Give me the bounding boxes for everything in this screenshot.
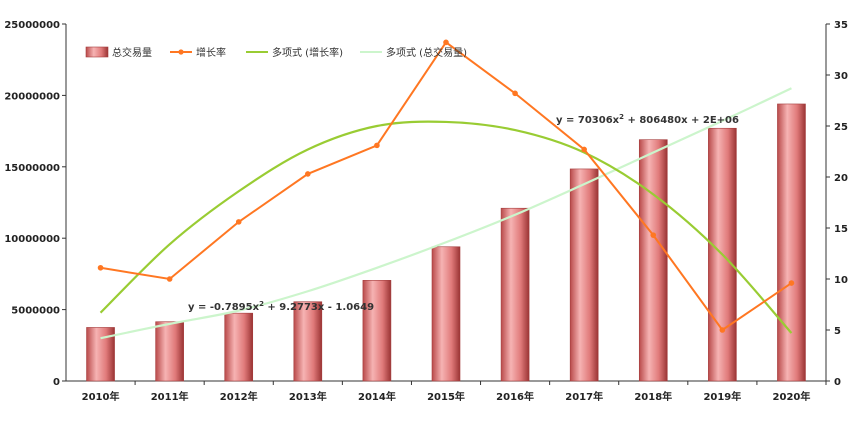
trendline-rate [99,120,793,334]
tick-labels: 0 5000000 10000000 15000000 20000000 25000000… [4,20,848,403]
growth-rate-point [374,142,380,149]
growth-rate-point [788,280,795,286]
x-tick-label: 2015年 [427,390,465,403]
bar [569,168,599,382]
legend-label: 多项式 (增长率) [272,46,343,59]
legend-label: 多项式 (总交易量) [386,46,467,59]
x-tick-label: 2017年 [565,390,603,403]
legend: 总交易量 增长率 多项式 (增长率) 多项式 (总交易量) [85,46,467,59]
bar [293,301,323,382]
left-tick-label: 10000000 [4,234,60,245]
left-tick-label: 20000000 [4,91,60,102]
trend-equation: y = 70306x2 + 806480x + 2E+06 [556,113,739,126]
trend-equation: y = -0.7895x2 + 9.2773x - 1.0649 [188,300,374,313]
x-tick-label: 2018年 [634,390,672,403]
growth-rate-point [719,327,726,333]
growth-rate-point [581,146,587,153]
growth-rate-point [512,90,518,97]
bar [362,280,392,382]
x-tick-label: 2020年 [773,390,811,403]
bar [638,139,668,382]
x-tick-label: 2010年 [82,390,120,403]
right-tick-label: 30 [834,71,848,82]
left-tick-label: 0 [53,377,60,388]
growth-rate-point [235,219,242,225]
bar [777,103,806,382]
growth-rate-point [97,264,104,271]
right-tick-label: 25 [834,122,848,133]
annotations: y = 70306x2 + 806480x + 2E+06 y = -0.7895… [188,113,739,313]
legend-label: 总交易量 [112,46,152,59]
right-tick-label: 0 [834,377,841,388]
bar [155,321,184,382]
right-tick-label: 5 [834,326,841,337]
bar [431,246,461,382]
x-tick-label: 2016年 [496,390,534,403]
growth-rate-point [650,232,657,238]
trendline-volume [100,87,792,340]
growth-rate-point [305,171,311,177]
x-tick-label: 2011年 [151,390,189,403]
growth-rate-point [166,276,173,282]
left-tick-label: 15000000 [4,163,60,174]
x-tick-label: 2013年 [289,390,327,403]
legend-swatch [85,46,109,58]
right-tick-label: 20 [834,173,848,184]
bar [500,207,530,382]
left-tick-label: 5000000 [11,306,60,317]
left-tick-label: 25000000 [4,20,60,31]
bars [86,103,806,382]
x-tick-label: 2019年 [703,390,741,403]
legend-marker [178,49,184,55]
bar [224,312,254,382]
lines [97,39,795,340]
right-tick-label: 35 [834,20,848,31]
right-tick-label: 15 [834,224,848,235]
legend-label: 增长率 [196,46,226,59]
x-tick-label: 2012年 [220,390,258,403]
right-tick-label: 10 [834,275,848,286]
x-tick-label: 2014年 [358,390,396,403]
growth-rate-point [443,39,449,46]
